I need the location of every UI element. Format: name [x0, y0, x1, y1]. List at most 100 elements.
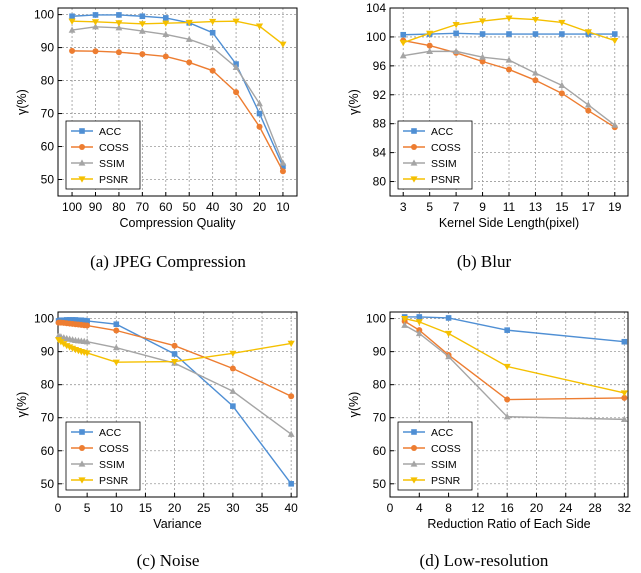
y-tick-label: 80: [41, 74, 55, 88]
x-tick-label: 17: [582, 200, 596, 214]
legend: ACC COSS SSIM PSNR: [397, 120, 473, 190]
data-point-ssim: [558, 81, 566, 88]
legend: ACC COSS SSIM PSNR: [65, 421, 141, 491]
legend-marker-coss: [79, 144, 85, 150]
data-point-coss: [506, 66, 512, 73]
x-tick-label: 20: [168, 501, 182, 515]
data-point-psnr: [444, 330, 453, 338]
chart-panel-2: 80 84 88 92 96 100 104 3 5 7 9 11 13 15 17 19 Kernel Sid…: [347, 1, 629, 271]
data-point-acc: [453, 30, 459, 37]
data-point-ssim: [229, 387, 237, 394]
data-point-ssim: [256, 100, 263, 107]
chart-panel-1: 50 60 70 80 90 100 100 90 80 70 60 50 40 30 20 10 Compre…: [15, 7, 298, 271]
series-ssim: [55, 332, 295, 437]
data-point-coss: [532, 77, 539, 84]
legend-marker-psnr: [78, 477, 86, 484]
data-point-ssim: [401, 321, 409, 328]
y-tick-label: 96: [373, 59, 387, 73]
series-line-psnr: [404, 317, 625, 394]
y-tick-label: 84: [373, 146, 387, 160]
legend-label-coss: COSS: [99, 142, 129, 154]
x-tick-label: 30: [229, 200, 243, 214]
data-point-acc: [69, 317, 76, 323]
series-coss: [69, 47, 286, 175]
y-tick-label: 70: [41, 107, 55, 121]
series-line-coss: [72, 50, 284, 172]
series-line-acc: [72, 14, 284, 167]
data-point-acc: [256, 110, 263, 117]
data-point-acc: [506, 31, 512, 37]
data-point-coss: [113, 327, 120, 334]
data-point-psnr: [620, 390, 628, 397]
data-point-acc: [92, 12, 99, 18]
series-ssim: [68, 23, 287, 166]
chart-panel-4: 50 60 70 80 90 100 0 4 8 12 16 20 24 28 32 Reduction Ra…: [347, 311, 631, 570]
data-point-psnr: [452, 22, 460, 29]
data-point-acc: [72, 317, 79, 323]
data-point-ssim: [287, 430, 295, 437]
data-point-psnr: [112, 359, 120, 366]
data-point-acc: [139, 13, 146, 20]
legend-label-coss: COSS: [99, 443, 129, 455]
data-point-acc: [63, 317, 70, 323]
data-point-coss: [279, 168, 286, 175]
x-tick-label: 13: [529, 200, 543, 214]
data-point-acc: [116, 12, 122, 18]
y-axis-label: γ(%): [347, 89, 361, 115]
data-point-psnr: [229, 350, 237, 357]
data-point-ssim: [611, 121, 619, 128]
data-point-coss: [256, 123, 263, 130]
data-point-coss: [426, 42, 433, 49]
series-psnr: [401, 316, 628, 397]
x-tick-label: 0: [55, 501, 62, 515]
data-point-acc: [445, 315, 452, 321]
y-axis-label: γ(%): [15, 392, 29, 418]
x-axis-label: Reduction Ratio of Each Side: [427, 517, 590, 531]
data-point-coss: [585, 107, 592, 114]
legend-box: [65, 421, 141, 491]
x-axis-label: Kernel Side Length(pixel): [439, 216, 579, 230]
legend-marker-coss: [411, 445, 417, 451]
data-point-acc: [504, 327, 510, 333]
data-point-psnr: [115, 20, 123, 27]
data-point-coss: [115, 49, 122, 56]
data-point-psnr: [505, 15, 513, 22]
data-point-acc: [479, 31, 486, 37]
data-point-ssim: [162, 30, 170, 37]
y-tick-label: 80: [373, 378, 387, 392]
legend-marker-ssim: [78, 460, 86, 467]
series-line-coss: [404, 320, 625, 401]
data-point-coss: [229, 365, 236, 372]
x-tick-label: 12: [471, 501, 485, 515]
series-ssim: [399, 47, 619, 128]
data-point-ssim: [115, 24, 123, 31]
legend-marker-coss: [79, 445, 85, 451]
legend: ACC COSS SSIM PSNR: [65, 120, 141, 190]
data-point-psnr: [279, 41, 287, 48]
y-tick-label: 90: [373, 345, 387, 359]
x-tick-label: 7: [453, 200, 460, 214]
plot-frame: [57, 311, 298, 498]
data-point-acc: [288, 480, 294, 487]
data-point-acc: [209, 29, 216, 36]
data-point-ssim: [505, 56, 513, 63]
x-tick-label: 40: [284, 501, 298, 515]
legend-marker-psnr: [410, 176, 418, 183]
legend-marker-acc: [79, 429, 85, 435]
data-point-acc: [81, 317, 88, 324]
legend-label-coss: COSS: [431, 443, 461, 455]
data-point-coss: [558, 90, 565, 97]
x-tick-label: 11: [503, 200, 516, 214]
x-tick-label: 28: [588, 501, 602, 515]
data-point-ssim: [532, 69, 539, 76]
x-tick-label: 3: [400, 200, 407, 214]
y-tick-label: 70: [373, 411, 387, 425]
data-point-coss: [621, 394, 628, 401]
data-point-coss: [479, 58, 486, 65]
data-point-psnr: [232, 18, 240, 25]
legend-marker-ssim: [78, 159, 86, 166]
x-tick-label: 20: [253, 200, 267, 214]
y-tick-label: 90: [41, 41, 55, 55]
x-tick-label: 80: [112, 200, 126, 214]
